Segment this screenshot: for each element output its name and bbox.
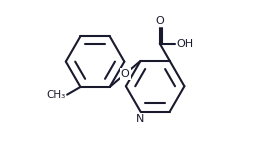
Text: N: N	[136, 114, 145, 124]
Text: OH: OH	[176, 38, 193, 49]
Text: O: O	[121, 69, 129, 79]
Text: CH₃: CH₃	[46, 90, 66, 100]
Text: O: O	[155, 16, 164, 26]
